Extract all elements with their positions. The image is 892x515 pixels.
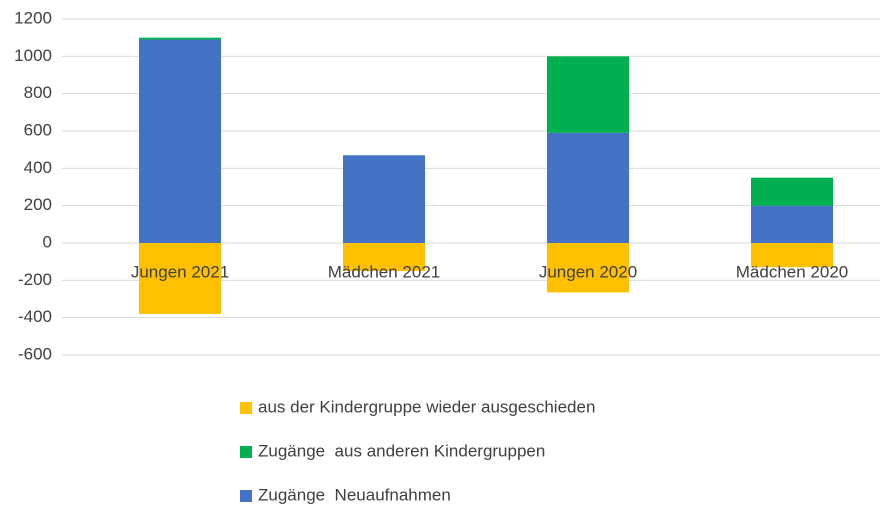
bar-segment [751, 243, 833, 268]
bar-segment [139, 37, 221, 40]
x-tick-label: Jungen 2021 [131, 262, 229, 281]
legend-label: aus der Kindergruppe wieder ausgeschiede… [258, 397, 595, 416]
legend-swatch [240, 490, 252, 502]
y-tick-label: 0 [43, 232, 52, 251]
bar-segment [547, 132, 629, 243]
y-tick-label: -200 [18, 270, 52, 289]
bar-segment [751, 177, 833, 206]
y-tick-label: -600 [18, 344, 52, 363]
x-tick-label: Mädchen 2020 [736, 262, 848, 281]
bar-segment [547, 56, 629, 133]
y-tick-label: -400 [18, 307, 52, 326]
y-tick-label: 1000 [14, 46, 52, 65]
legend-label: Zugänge aus anderen Kindergruppen [258, 441, 545, 460]
bar-segment [343, 155, 425, 243]
legend-swatch [240, 402, 252, 414]
y-tick-label: 1200 [14, 8, 52, 27]
y-tick-label: 800 [24, 83, 52, 102]
x-tick-label: Jungen 2020 [539, 262, 637, 281]
y-tick-label: 400 [24, 158, 52, 177]
bar-segment [139, 243, 221, 314]
legend-swatch [240, 446, 252, 458]
bar-segment [547, 243, 629, 293]
y-tick-label: 200 [24, 195, 52, 214]
y-tick-label: 600 [24, 120, 52, 139]
bar-segment [751, 205, 833, 243]
x-tick-label: Mädchen 2021 [328, 262, 440, 281]
legend-label: Zugänge Neuaufnahmen [258, 485, 451, 504]
bar-segment [139, 39, 221, 244]
bar-segment [343, 243, 425, 271]
